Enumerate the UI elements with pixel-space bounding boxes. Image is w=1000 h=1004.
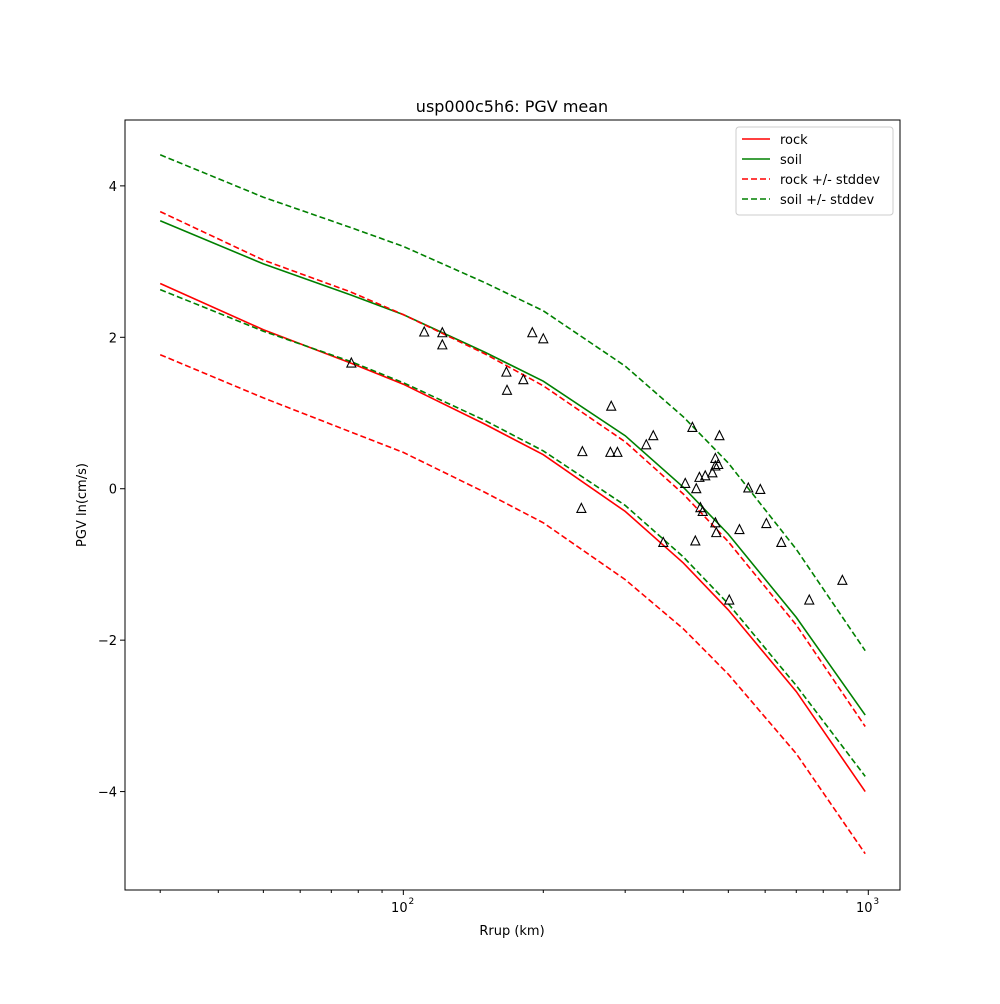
plot-frame [124, 119, 901, 891]
observation-point [501, 365, 512, 377]
x-tick-exponent: 2 [408, 897, 414, 907]
series-line-rock-stddev [159, 210, 866, 727]
y-tick-label: 2 [109, 331, 117, 346]
legend-label: rock +/- stddev [780, 173, 880, 188]
observation-point [709, 516, 721, 528]
observation-point [679, 477, 691, 488]
observation-point [537, 332, 549, 344]
legend-box [735, 126, 894, 216]
observation-point [436, 338, 448, 350]
observation-point [576, 445, 588, 457]
observation-point [723, 593, 735, 605]
series-line-soil [159, 219, 866, 716]
observation-point [707, 466, 718, 478]
observation-point [734, 523, 745, 535]
observation-point [605, 399, 617, 411]
legend-label: soil [780, 153, 802, 168]
observation-point [714, 429, 725, 441]
observation-point [689, 534, 701, 546]
observation-point [345, 356, 357, 368]
observation-point [436, 326, 448, 338]
observation-point [709, 459, 721, 471]
observation-point [418, 325, 430, 337]
series-line-rock-stddev-lower- [159, 353, 866, 855]
legend-label: soil +/- stddev [780, 193, 875, 208]
x-tick-label: 10 [391, 901, 408, 916]
observation-point [612, 446, 623, 457]
observation-point [697, 505, 709, 516]
x-tick-exponent: 3 [873, 897, 879, 907]
legend-label: rock [780, 133, 808, 148]
legend: rock soil rock +/- stddev soil +/- stddev [735, 126, 894, 216]
series-line-soil-stddev-lower- [159, 288, 866, 777]
observation-point [742, 481, 754, 493]
observation-point [699, 469, 711, 481]
series-line-rock [159, 282, 866, 793]
observation-point [775, 536, 787, 548]
y-tick-label: −4 [98, 786, 117, 801]
observation-point [647, 429, 659, 441]
observation-point [687, 421, 698, 432]
observation-point [657, 536, 669, 548]
observation-point [710, 526, 722, 538]
observation-point [501, 384, 513, 395]
observation-point [517, 373, 529, 385]
observation-point [604, 446, 616, 457]
observation-point [640, 438, 652, 450]
x-axis-label: Rrup (km) [479, 924, 544, 939]
x-tick-label: 10 [856, 901, 873, 916]
observation-point [690, 482, 702, 494]
observation-point [526, 326, 538, 338]
y-tick-label: −2 [98, 634, 117, 649]
observation-point [760, 517, 772, 529]
series-line-soil-stddev [159, 154, 866, 652]
observation-point [709, 452, 721, 463]
y-tick-label: 0 [109, 483, 117, 498]
y-axis-label: PGV ln(cm/s) [75, 463, 90, 547]
observation-point [803, 593, 815, 605]
y-tick-label: 4 [109, 180, 117, 195]
observation-point [575, 502, 587, 513]
observation-point [712, 458, 724, 470]
chart-title: usp000c5h6: PGV mean [416, 97, 608, 116]
observation-point [836, 574, 848, 585]
observation-point [754, 483, 766, 495]
